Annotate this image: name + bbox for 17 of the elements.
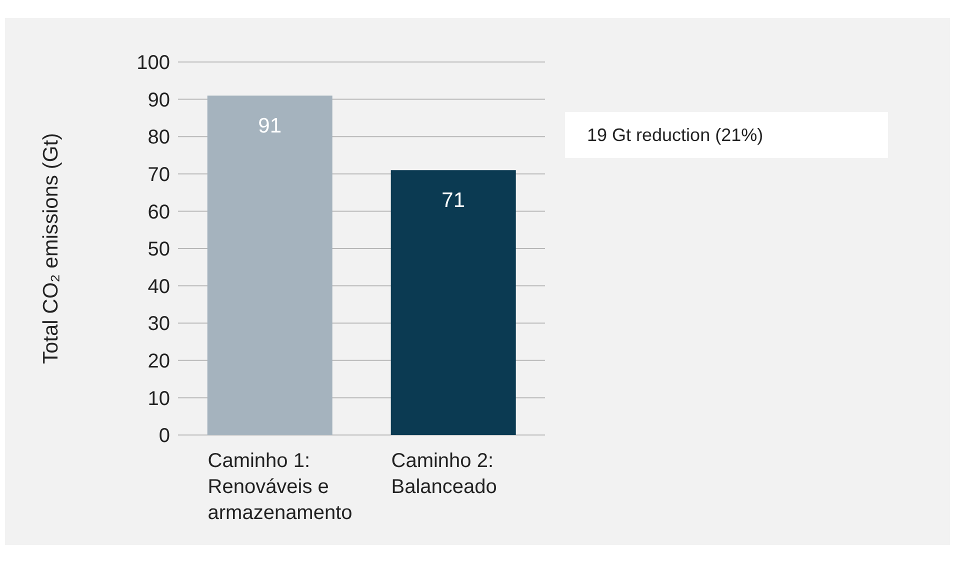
y-tick-label: 60	[148, 201, 170, 224]
y-tick-label: 40	[148, 276, 170, 298]
y-tick-label: 10	[148, 388, 170, 410]
y-tick-label: 70	[148, 164, 170, 186]
text: 19 Gt reduction (21%)	[565, 112, 888, 158]
x-tick-label: Caminho 1: Renováveis e armazenamento	[208, 450, 352, 524]
y-tick-label: 20	[148, 350, 170, 372]
y-tick-label: 80	[148, 126, 170, 149]
y-axis-title: Total CO₂ emissions (Gt)	[39, 132, 62, 364]
x-tick-label: Caminho 2: Balanceado	[391, 450, 497, 498]
y-tick-label: 30	[148, 313, 170, 336]
y-tick-label: 100	[136, 52, 170, 74]
data-label: 91	[258, 114, 282, 138]
y-tick-label: 50	[148, 238, 170, 261]
y-tick-label: 0	[158, 425, 170, 448]
data-label: 71	[442, 189, 466, 212]
y-tick-label: 90	[148, 89, 170, 112]
